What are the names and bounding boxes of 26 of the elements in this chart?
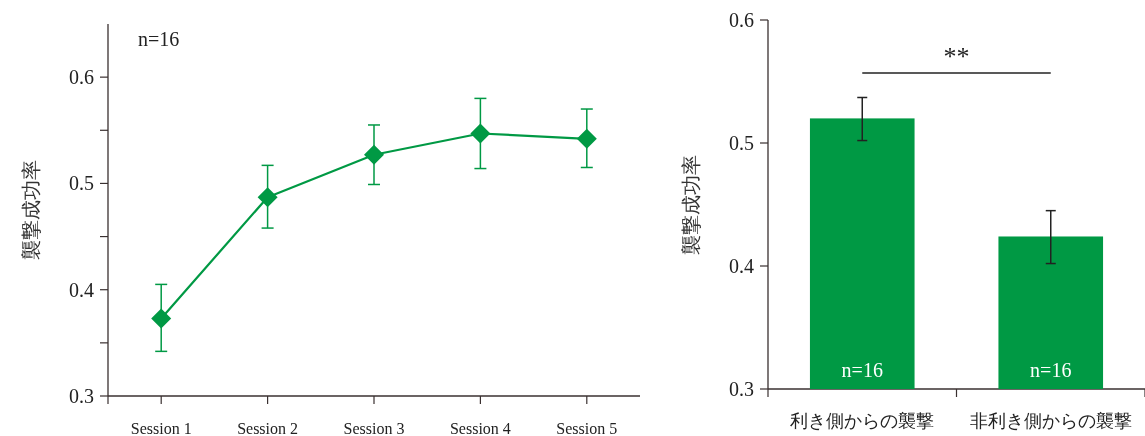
x-tick-label: 非利き側からの襲撃 [969,411,1132,431]
point [257,187,278,208]
y-tick-label: 0.6 [729,9,754,31]
x-tick-label: Session 5 [556,420,618,436]
x-tick-label: Session 4 [449,420,511,436]
x-tick-label: Session 1 [130,420,192,436]
annotation: n=16 [138,28,180,50]
x-tick-label: Session 2 [237,420,299,436]
annotation: n=16 [1030,359,1072,381]
point [151,308,172,329]
point [576,128,597,149]
point [470,123,491,144]
y-tick-label: 0.6 [69,66,94,89]
y-axis-title: 襲撃成功率 [680,154,702,255]
y-tick-label: 0.3 [729,378,754,400]
y-tick-label: 0.3 [69,385,94,407]
point [364,144,384,165]
y-tick-label: 0.5 [69,172,94,195]
annotation: n=16 [841,359,883,381]
annotation: ** [943,42,970,71]
x-tick-label: 利き側からの襲撃 [790,411,935,431]
x-tick-label: Session 3 [343,420,405,436]
y-axis-title: 襲撃成功率 [20,160,42,260]
y-tick-label: 0.4 [729,255,754,277]
y-tick-label: 0.5 [729,132,754,154]
y-tick-label: 0.4 [69,278,94,301]
